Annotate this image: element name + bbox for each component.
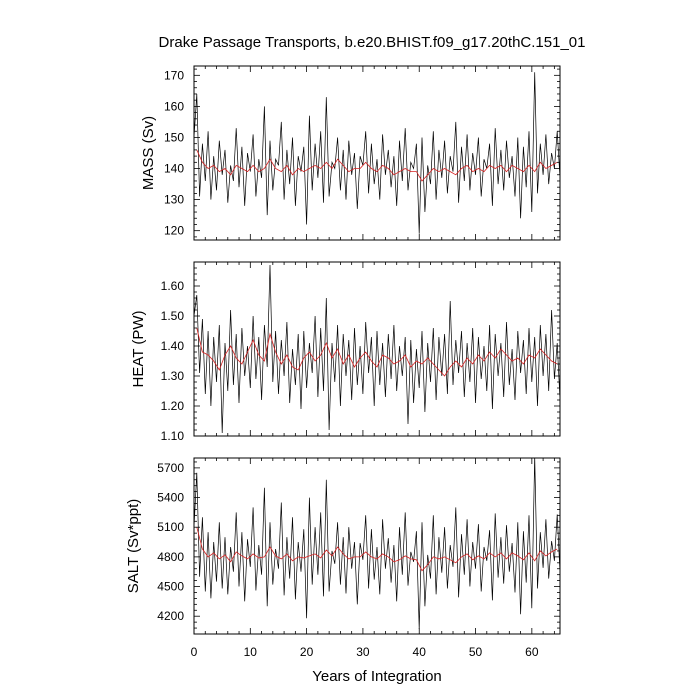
heat-y-tick-label: 1.40 [161,339,185,353]
mass-y-tick-label: 150 [164,130,184,144]
mass-y-tick-label: 170 [164,68,184,82]
mass-ticks-layer: 120 130 140 150 160 170 [164,66,560,240]
heat-series-layer [194,264,560,434]
mass-y-tick-label: 120 [164,224,184,238]
mass-series-layer [194,72,560,234]
x-axis-label: Years of Integration [312,668,442,685]
salt-ticks-layer: 4200 4500 4800 5100 5400 5700 0 10 20 30 40 50 60 [157,458,560,659]
salt-plot-frame [193,457,561,635]
salt-monthly-line [194,458,560,630]
salt-y-tick-label: 4200 [157,609,184,623]
mass-panel: 120 130 140 150 160 170 MASS (Sv) [140,65,561,241]
mass-y-tick-label: 130 [164,193,184,207]
mass-plot-frame [193,65,561,241]
chart-title: Drake Passage Transports, b.e20.BHIST.f0… [159,34,586,51]
salt-series-layer [194,458,560,630]
salt-y-tick-label: 5700 [157,461,184,475]
heat-plot-frame [193,261,561,437]
mass-monthly-line [194,72,560,234]
x-tick-label: 20 [300,645,314,659]
x-tick-label: 50 [469,645,483,659]
mass-y-tick-label: 160 [164,99,184,113]
x-tick-label: 30 [356,645,370,659]
x-tick-label: 0 [191,645,198,659]
x-tick-label: 40 [413,645,427,659]
salt-y-tick-label: 4500 [157,580,184,594]
salt-y-tick-label: 4800 [157,550,184,564]
heat-y-tick-label: 1.10 [161,429,185,443]
heat-monthly-line [194,264,560,434]
salt-y-tick-label: 5400 [157,491,184,505]
heat-panel: 1.10 1.20 1.30 1.40 1.50 1.60 HEAT (PW) [130,261,561,443]
mass-y-axis-label: MASS (Sv) [140,116,157,190]
mass-y-tick-label: 140 [164,162,184,176]
mass-annual-mean-line [196,149,558,182]
heat-ticks-layer: 1.10 1.20 1.30 1.40 1.50 1.60 [161,261,560,443]
salt-y-tick-label: 5100 [157,520,184,534]
x-tick-label: 10 [244,645,258,659]
heat-y-tick-label: 1.30 [161,369,185,383]
x-tick-label: 60 [525,645,539,659]
heat-y-tick-label: 1.20 [161,399,185,413]
heat-y-axis-label: HEAT (PW) [130,311,147,388]
salt-y-axis-label: SALT (Sv*ppt) [125,499,142,593]
salt-panel: 4200 4500 4800 5100 5400 5700 0 10 20 30 40 50 60 SA… [125,457,561,659]
salt-annual-mean-line [196,527,558,572]
heat-y-tick-label: 1.50 [161,309,185,323]
heat-annual-mean-line [196,327,558,377]
heat-y-tick-label: 1.60 [161,279,185,293]
